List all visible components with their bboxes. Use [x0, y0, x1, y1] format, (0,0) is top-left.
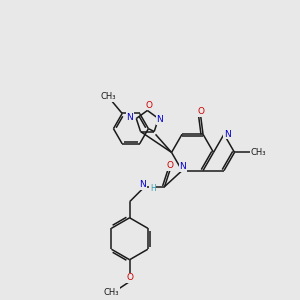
Text: N: N: [224, 130, 231, 139]
Text: O: O: [145, 101, 152, 110]
Text: CH₃: CH₃: [250, 148, 266, 157]
Text: H: H: [150, 184, 156, 193]
Text: O: O: [197, 107, 204, 116]
Text: N: N: [139, 180, 146, 189]
Text: CH₃: CH₃: [100, 92, 116, 101]
Text: N: N: [179, 162, 186, 171]
Text: CH₃: CH₃: [104, 288, 119, 297]
Text: O: O: [166, 161, 173, 170]
Text: O: O: [126, 273, 133, 282]
Text: N: N: [127, 112, 133, 122]
Text: N: N: [157, 116, 163, 124]
